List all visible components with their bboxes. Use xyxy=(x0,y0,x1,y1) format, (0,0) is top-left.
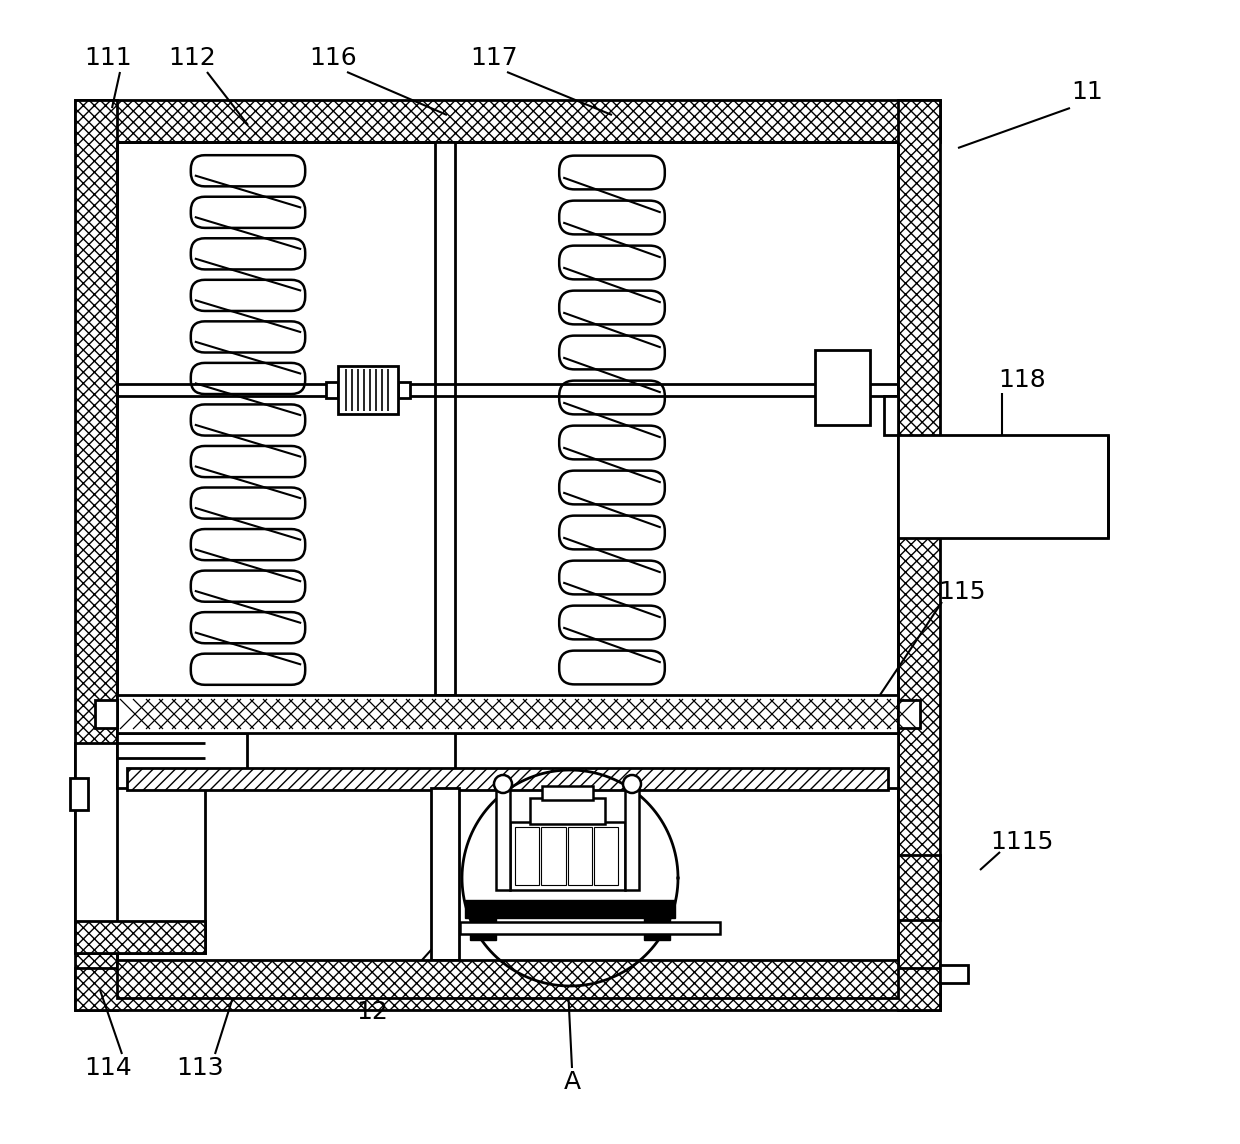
Bar xyxy=(542,786,593,800)
FancyBboxPatch shape xyxy=(559,426,665,460)
FancyBboxPatch shape xyxy=(559,246,665,279)
Bar xyxy=(898,100,940,1010)
Bar xyxy=(69,778,88,810)
Bar xyxy=(898,855,940,920)
Text: 116: 116 xyxy=(309,46,357,70)
Text: 114: 114 xyxy=(84,1056,131,1080)
FancyBboxPatch shape xyxy=(191,156,305,186)
FancyBboxPatch shape xyxy=(559,605,665,639)
Bar xyxy=(95,700,117,728)
Bar xyxy=(432,788,459,960)
Bar xyxy=(529,799,605,824)
Bar xyxy=(541,827,565,885)
FancyBboxPatch shape xyxy=(559,651,665,684)
Bar xyxy=(117,960,898,998)
FancyBboxPatch shape xyxy=(559,561,665,595)
Bar xyxy=(74,921,205,953)
Bar xyxy=(594,827,618,885)
FancyBboxPatch shape xyxy=(191,612,305,643)
Text: 113: 113 xyxy=(176,1056,223,1080)
FancyBboxPatch shape xyxy=(191,280,305,311)
FancyBboxPatch shape xyxy=(559,381,665,414)
Text: 111: 111 xyxy=(84,46,131,70)
Bar xyxy=(339,366,398,414)
Text: 1115: 1115 xyxy=(991,831,1054,855)
Bar xyxy=(470,917,496,940)
FancyBboxPatch shape xyxy=(191,487,305,518)
Text: 112: 112 xyxy=(169,46,216,70)
Bar xyxy=(898,435,1109,538)
FancyBboxPatch shape xyxy=(191,446,305,477)
Bar xyxy=(515,827,539,885)
Bar xyxy=(460,922,720,934)
FancyBboxPatch shape xyxy=(559,335,665,370)
Bar xyxy=(74,100,940,142)
Bar xyxy=(940,966,968,983)
Bar xyxy=(644,917,670,940)
FancyBboxPatch shape xyxy=(559,516,665,549)
FancyBboxPatch shape xyxy=(191,571,305,602)
Bar xyxy=(465,900,675,917)
Bar xyxy=(74,100,117,1010)
FancyBboxPatch shape xyxy=(191,529,305,561)
FancyBboxPatch shape xyxy=(191,405,305,436)
Circle shape xyxy=(622,774,641,793)
FancyBboxPatch shape xyxy=(191,197,305,228)
Bar xyxy=(74,968,940,1010)
Text: 118: 118 xyxy=(998,368,1045,392)
Bar xyxy=(117,142,898,968)
Bar xyxy=(326,382,339,398)
FancyBboxPatch shape xyxy=(191,238,305,270)
FancyBboxPatch shape xyxy=(559,156,665,190)
Bar xyxy=(510,823,625,890)
FancyBboxPatch shape xyxy=(191,653,305,685)
Bar xyxy=(496,784,510,890)
Bar xyxy=(74,742,205,953)
Text: 117: 117 xyxy=(470,46,518,70)
Text: 11: 11 xyxy=(1071,80,1102,104)
Text: 115: 115 xyxy=(939,580,986,604)
FancyBboxPatch shape xyxy=(559,291,665,325)
FancyBboxPatch shape xyxy=(559,470,665,505)
FancyBboxPatch shape xyxy=(559,200,665,235)
Bar xyxy=(884,396,898,435)
Circle shape xyxy=(494,774,512,793)
Bar xyxy=(815,350,870,426)
Bar xyxy=(435,142,455,696)
FancyBboxPatch shape xyxy=(191,321,305,352)
Bar xyxy=(568,827,591,885)
Bar xyxy=(398,382,410,398)
FancyBboxPatch shape xyxy=(191,363,305,394)
Bar xyxy=(898,700,920,728)
Text: A: A xyxy=(563,1070,580,1094)
Text: 12: 12 xyxy=(356,1000,388,1024)
Bar xyxy=(455,733,898,788)
Bar xyxy=(117,733,247,788)
Bar xyxy=(126,768,888,791)
Bar xyxy=(117,696,898,733)
Bar xyxy=(625,784,639,890)
